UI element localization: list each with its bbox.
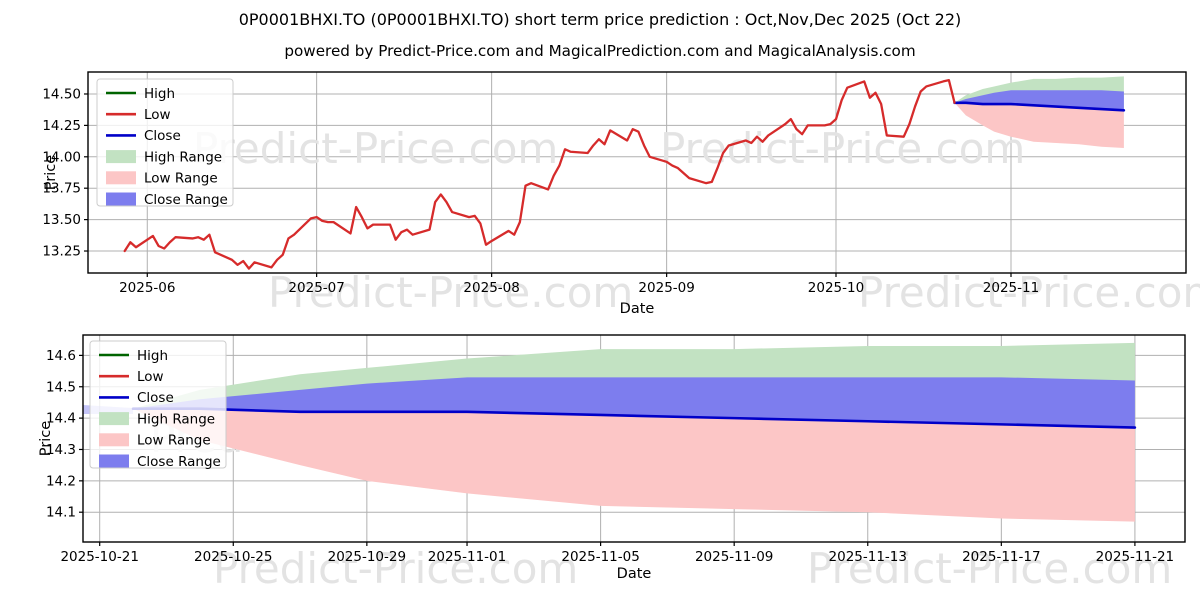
legend-item-label: Close	[144, 128, 181, 144]
watermark-text: Predict-Price.com	[193, 124, 558, 173]
plot-spines	[82, 334, 1186, 543]
x-tick-label: 2025-11-01	[428, 549, 506, 565]
x-tick-label: 2025-11-21	[1096, 549, 1174, 565]
y-tick-label: 14.3	[46, 442, 76, 458]
low-range-legend-patch	[99, 433, 129, 447]
close-range-legend-patch	[106, 192, 136, 206]
close-range-legend-patch	[99, 454, 129, 468]
chart-title: 0P0001BHXI.TO (0P0001BHXI.TO) short term…	[239, 10, 962, 29]
watermark-text: Predict-Price.com	[213, 544, 578, 593]
legend-item-label: High	[144, 86, 175, 102]
y-axis-label: Price	[38, 421, 54, 456]
legend-item-label: Low Range	[137, 433, 211, 449]
x-tick-label: 2025-11	[983, 280, 1039, 296]
watermark-text: Predict-Price.com	[858, 268, 1200, 317]
close-line	[953, 101, 1126, 112]
low-range-band	[954, 102, 1124, 149]
high-range-legend-patch	[106, 150, 136, 164]
close-range-band	[133, 377, 1135, 428]
y-tick-label: 14.2	[46, 473, 76, 489]
y-tick-label: 13.75	[42, 181, 81, 197]
high-range-legend-patch	[99, 412, 129, 426]
low-line	[123, 79, 956, 270]
y-axis-label: Price	[43, 155, 59, 190]
x-tick-label: 2025-11-13	[829, 549, 907, 565]
legend-item-label: Low	[144, 107, 171, 123]
x-axis-label: Date	[617, 566, 652, 582]
legend-item-label: Low Range	[144, 171, 218, 187]
y-tick-label: 13.25	[42, 244, 81, 260]
legend-item-label: Close	[137, 390, 174, 406]
x-tick-label: 2025-06	[119, 280, 175, 296]
x-tick-label: 2025-10-25	[194, 549, 272, 565]
x-tick-label: 2025-08	[463, 280, 519, 296]
x-tick-label: 2025-10	[808, 280, 864, 296]
watermark-text: Predict-Price.com	[660, 124, 1025, 173]
legend-item-label: High	[137, 348, 168, 364]
legend: High Low Close High Range Low Range Close Ran…	[89, 340, 227, 470]
legend-item-label: Close Range	[144, 192, 228, 208]
y-tick-label: 14.5	[46, 379, 76, 395]
bottom-chart: Predict-Price.comPredict-Price.comPredic…	[38, 334, 1186, 593]
y-tick-label: 14.6	[46, 348, 76, 364]
watermark-text: Predict-Price.com	[807, 544, 1172, 593]
x-tick-label: 2025-07	[288, 280, 344, 296]
x-tick-label: 2025-09	[638, 280, 694, 296]
x-tick-label: 2025-10-21	[60, 549, 138, 565]
watermark-text: Predict-Price.com	[268, 268, 633, 317]
low-range-legend-patch	[106, 171, 136, 185]
x-tick-label: 2025-11-09	[695, 549, 773, 565]
x-tick-label: 2025-11-17	[962, 549, 1040, 565]
y-tick-label: 13.50	[42, 212, 81, 228]
legend-item-label: High Range	[144, 149, 222, 165]
close-line	[131, 407, 1137, 429]
close-range-band	[954, 90, 1124, 111]
chart-subtitle: powered by Predict-Price.com and Magical…	[284, 42, 915, 60]
x-axis-label: Date	[620, 301, 655, 317]
legend-item-label: Low	[137, 369, 164, 385]
y-tick-label: 14.50	[42, 86, 81, 102]
plot-spines	[87, 71, 1187, 274]
legend-item-label: Close Range	[137, 454, 221, 470]
y-tick-label: 14.00	[42, 149, 81, 165]
y-tick-label: 14.25	[42, 118, 81, 134]
y-tick-label: 14.4	[46, 411, 76, 427]
top-chart: Predict-Price.com Predict-Price.com Predic…	[42, 71, 1200, 317]
x-tick-label: 2025-10-29	[328, 549, 406, 565]
x-tick-label: 2025-11-05	[561, 549, 639, 565]
legend: High Low Close High Range Low Range Close Ran…	[96, 78, 234, 208]
legend-item-label: High Range	[137, 411, 215, 427]
y-tick-label: 14.1	[46, 505, 76, 521]
low-range-band	[133, 408, 1135, 522]
